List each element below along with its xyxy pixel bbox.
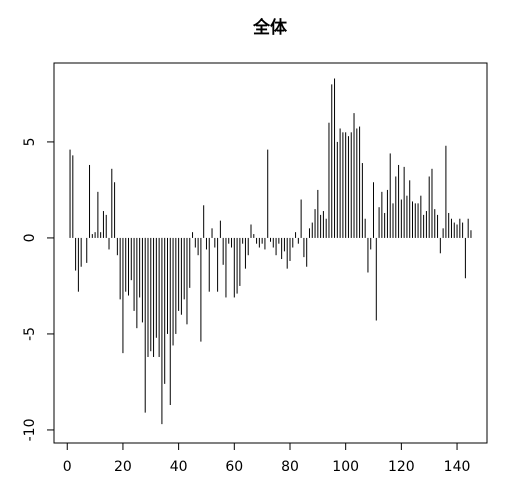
x-tick-label: 100: [332, 459, 359, 475]
x-tick-label: 40: [170, 459, 188, 475]
x-tick-label: 140: [444, 459, 471, 475]
x-tick-label: 120: [388, 459, 415, 475]
x-tick-label: 0: [63, 459, 72, 475]
y-tick-label: 5: [22, 137, 38, 146]
x-tick-label: 20: [114, 459, 132, 475]
plot-box: [53, 62, 488, 444]
y-tick-label: -10: [22, 419, 38, 442]
x-tick-label: 80: [281, 459, 299, 475]
x-tick-label: 60: [225, 459, 243, 475]
y-tick-label: -5: [22, 327, 38, 341]
chart-title: 全体: [252, 17, 288, 38]
y-tick-label: 0: [22, 233, 38, 242]
